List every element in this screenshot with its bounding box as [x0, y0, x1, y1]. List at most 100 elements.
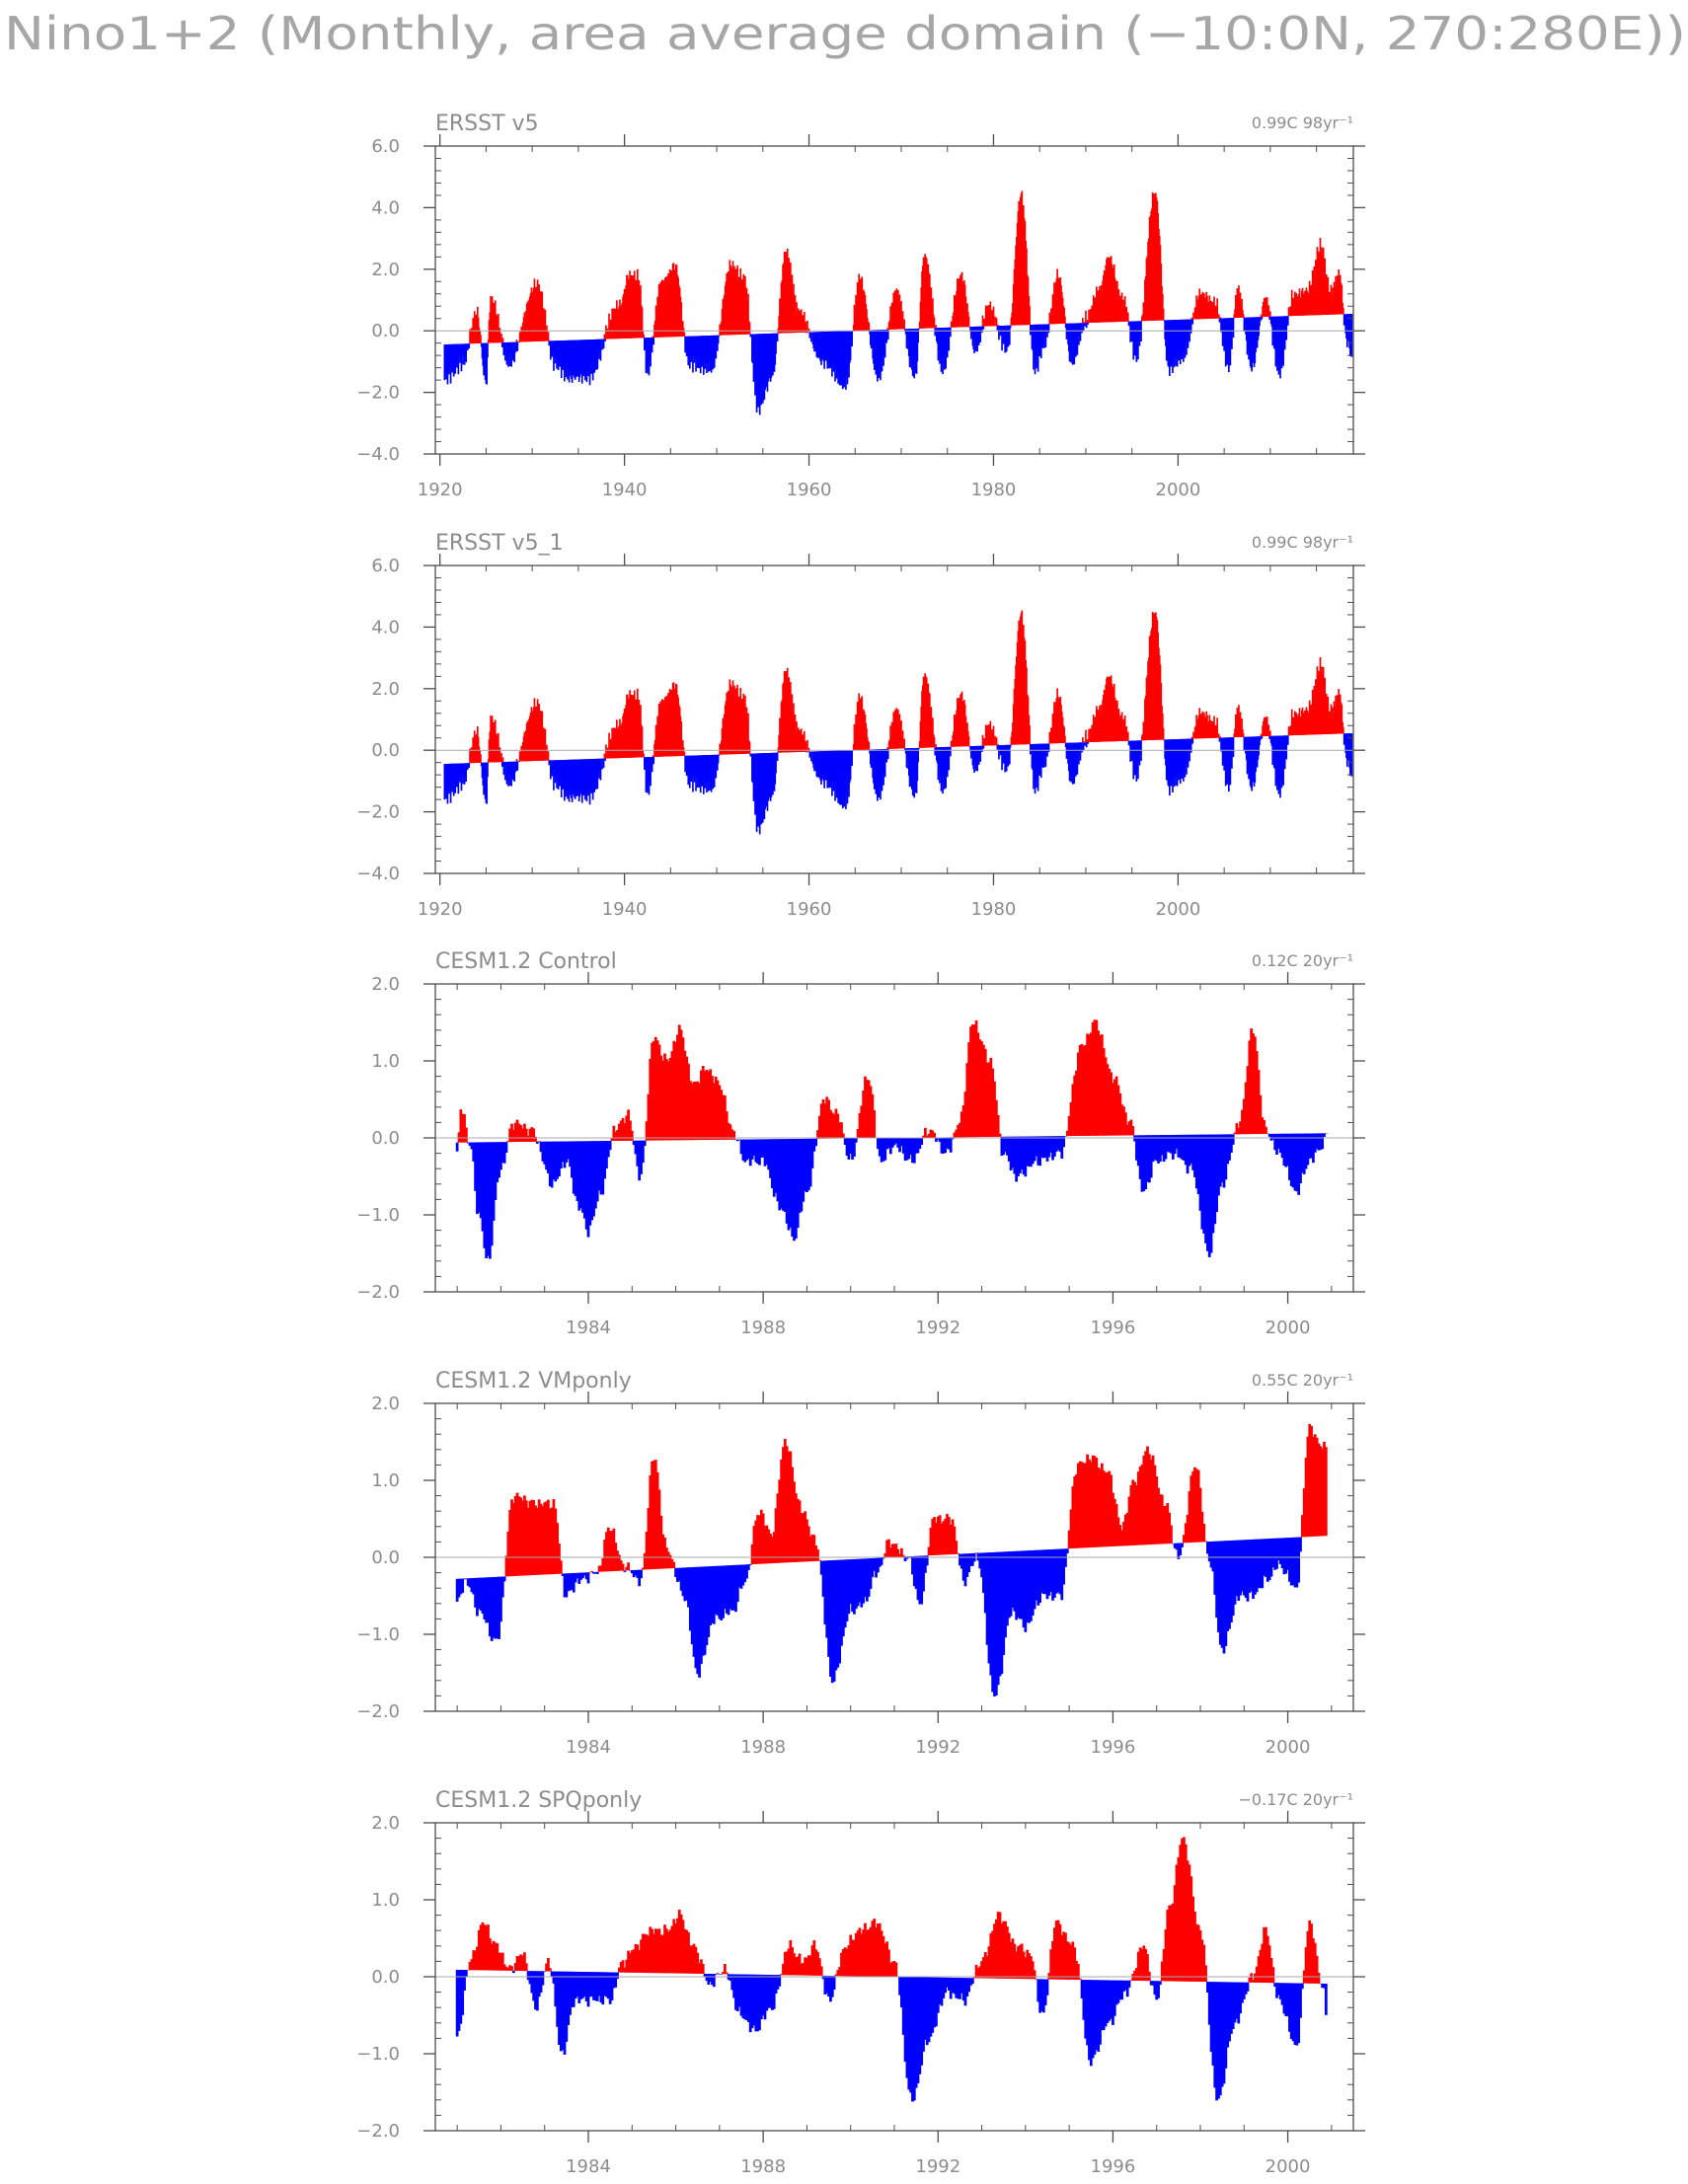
- negative-anomaly: [1244, 1540, 1248, 1598]
- positive-anomaly: [1067, 1942, 1071, 1980]
- x-tick-label: 1960: [787, 899, 832, 920]
- negative-anomaly: [1136, 1135, 1140, 1167]
- negative-anomaly: [1039, 743, 1042, 779]
- negative-anomaly: [559, 1141, 563, 1169]
- positive-anomaly: [1136, 1471, 1140, 1545]
- positive-anomaly: [938, 1515, 942, 1555]
- negative-anomaly: [592, 1141, 595, 1217]
- negative-anomaly: [500, 342, 503, 347]
- positive-anomaly: [541, 1506, 545, 1575]
- y-tick-label: 0.0: [371, 1547, 400, 1568]
- positive-anomaly: [487, 1924, 490, 1971]
- positive-anomaly: [490, 1943, 494, 1971]
- positive-anomaly: [1144, 1451, 1148, 1545]
- negative-anomaly: [565, 1971, 569, 2042]
- negative-anomaly: [1231, 1134, 1235, 1145]
- negative-anomaly: [599, 1972, 603, 2003]
- negative-anomaly: [970, 1552, 974, 1566]
- negative-anomaly: [1147, 1135, 1151, 1183]
- negative-anomaly: [948, 327, 951, 351]
- negative-anomaly: [1300, 1133, 1304, 1173]
- negative-anomaly: [980, 326, 983, 333]
- negative-anomaly: [1091, 1980, 1095, 2059]
- x-tick-label: 1996: [1091, 1737, 1136, 1758]
- positive-anomaly: [1073, 1476, 1077, 1548]
- positive-anomaly: [1093, 1456, 1097, 1547]
- positive-anomaly: [932, 298, 934, 329]
- positive-anomaly: [603, 334, 606, 339]
- positive-anomaly: [544, 309, 547, 341]
- positive-anomaly: [687, 1931, 690, 1974]
- negative-anomaly: [518, 761, 520, 763]
- y-tick-label: −4.0: [356, 444, 400, 465]
- negative-anomaly: [922, 1555, 925, 1592]
- negative-anomaly: [1007, 1136, 1011, 1162]
- negative-anomaly: [1144, 1135, 1148, 1190]
- negative-anomaly: [1218, 1982, 1222, 2096]
- positive-anomaly: [931, 1518, 935, 1555]
- positive-anomaly: [645, 1934, 649, 1974]
- negative-anomaly: [735, 1139, 739, 1142]
- negative-anomaly: [603, 1141, 606, 1179]
- positive-anomaly: [1088, 309, 1090, 324]
- positive-anomaly: [1242, 1098, 1246, 1135]
- negative-anomaly: [599, 758, 602, 781]
- negative-anomaly: [825, 1560, 829, 1638]
- positive-anomaly: [496, 1943, 499, 1971]
- positive-anomaly: [1033, 1970, 1036, 1980]
- negative-anomaly: [572, 1971, 575, 2007]
- negative-anomaly: [650, 757, 652, 787]
- negative-anomaly: [867, 1558, 871, 1597]
- positive-anomaly: [1244, 1082, 1248, 1135]
- negative-anomaly: [1288, 1983, 1291, 2032]
- positive-anomaly: [959, 1111, 963, 1138]
- y-tick-label: 1.0: [371, 1470, 400, 1491]
- negative-anomaly: [841, 1559, 845, 1637]
- negative-anomaly: [496, 1576, 499, 1639]
- positive-anomaly: [782, 1963, 785, 1976]
- positive-anomaly: [1058, 1923, 1062, 1980]
- negative-anomaly: [1273, 1983, 1277, 1988]
- positive-anomaly: [860, 1933, 864, 1977]
- positive-anomaly: [794, 295, 797, 334]
- negative-anomaly: [549, 340, 552, 360]
- negative-anomaly: [1321, 1133, 1325, 1150]
- negative-anomaly: [953, 1978, 957, 1995]
- negative-anomaly: [1006, 1551, 1009, 1626]
- negative-anomaly: [1239, 1540, 1242, 1596]
- positive-anomaly: [814, 1545, 818, 1561]
- positive-anomaly: [802, 1513, 806, 1562]
- negative-anomaly: [869, 1558, 873, 1589]
- negative-anomaly: [1257, 1539, 1261, 1589]
- positive-anomaly: [513, 1963, 517, 1971]
- negative-anomaly: [925, 1977, 929, 2046]
- negative-anomaly: [934, 328, 937, 337]
- positive-anomaly: [517, 761, 519, 762]
- positive-anomaly: [1088, 1459, 1091, 1548]
- positive-anomaly: [947, 1517, 951, 1555]
- positive-anomaly: [995, 737, 998, 746]
- negative-anomaly: [712, 1565, 716, 1624]
- positive-anomaly: [1081, 737, 1084, 743]
- negative-anomaly: [476, 1142, 479, 1215]
- positive-anomaly: [936, 1516, 940, 1555]
- positive-anomaly: [1126, 312, 1129, 322]
- negative-anomaly: [912, 1977, 916, 2101]
- positive-anomaly: [1157, 1487, 1160, 1544]
- positive-anomaly: [504, 1966, 508, 1971]
- negative-anomaly: [539, 1141, 543, 1153]
- negative-anomaly: [552, 1141, 556, 1180]
- negative-anomaly: [911, 1137, 914, 1164]
- negative-anomaly: [1183, 1134, 1186, 1161]
- positive-anomaly: [1253, 1973, 1257, 1983]
- negative-anomaly: [819, 1560, 823, 1575]
- negative-anomaly: [1293, 1537, 1297, 1588]
- negative-anomaly: [929, 1977, 933, 2037]
- negative-anomaly: [1087, 742, 1090, 744]
- negative-anomaly: [1009, 325, 1012, 329]
- positive-anomaly: [1127, 1496, 1131, 1546]
- positive-anomaly: [901, 730, 904, 749]
- y-tick-label: 6.0: [371, 556, 400, 576]
- positive-anomaly: [1266, 1935, 1269, 1984]
- positive-anomaly: [1011, 1938, 1015, 1979]
